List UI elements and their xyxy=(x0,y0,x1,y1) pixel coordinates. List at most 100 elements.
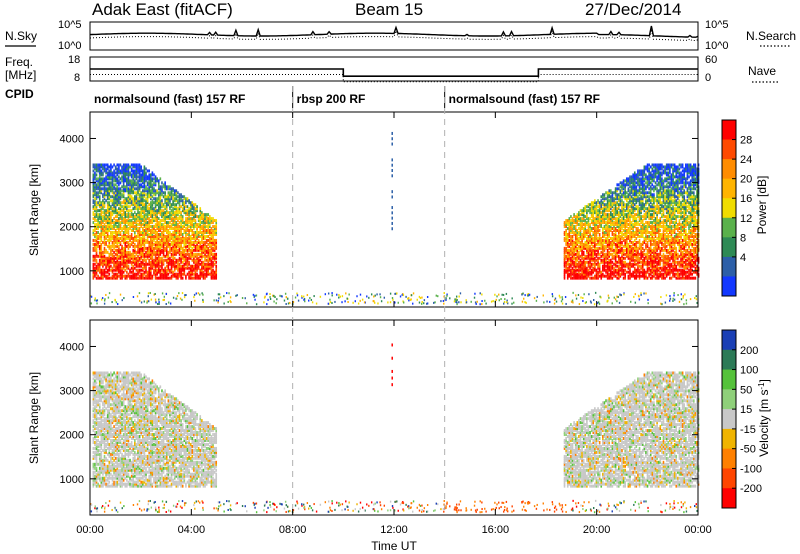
power-echo-cell xyxy=(134,256,136,260)
power-echo-cell xyxy=(178,234,181,238)
power-echo-cell xyxy=(138,175,141,179)
power-echo-cell xyxy=(167,193,170,197)
power-echo-cell xyxy=(126,219,128,223)
power-echo-cell xyxy=(94,244,96,248)
power-echo-cell xyxy=(619,213,622,217)
power-echo-cell xyxy=(138,227,141,231)
power-echo-cell xyxy=(185,238,187,242)
power-echo-cell xyxy=(570,252,572,256)
power-echo-cell xyxy=(161,201,163,205)
power-echo-cell xyxy=(129,219,131,223)
power-echo-cell xyxy=(566,227,569,231)
power-echo-cell xyxy=(621,242,623,246)
power-echo-cell xyxy=(622,244,625,248)
power-echo-cell xyxy=(129,209,131,213)
power-echo-cell xyxy=(611,205,614,209)
power-echo-cell xyxy=(97,215,99,219)
power-echo-cell xyxy=(103,242,106,246)
power-echo-cell xyxy=(127,264,130,268)
power-echo-cell xyxy=(94,227,96,231)
power-echo-cell xyxy=(602,252,604,256)
power-echo-cell xyxy=(157,246,160,250)
power-echo-cell xyxy=(102,262,104,266)
power-echo-cell xyxy=(106,203,109,207)
power-echo-cell xyxy=(602,217,604,221)
power-echo-cell xyxy=(653,193,655,197)
power-echo-cell xyxy=(130,175,133,179)
power-echo-cell xyxy=(215,229,218,232)
power-echo-cell xyxy=(629,264,631,268)
power-echo-cell xyxy=(118,256,120,260)
power-echo-cell xyxy=(581,213,583,217)
power-echo-cell xyxy=(103,240,106,244)
power-echo-cell xyxy=(151,232,154,236)
power-echo-cell xyxy=(649,256,652,260)
power-echo-cell xyxy=(114,238,117,242)
power-echo-cell xyxy=(183,272,186,276)
power-echo-cell xyxy=(127,165,130,169)
power-echo-cell xyxy=(129,221,131,225)
power-echo-cell xyxy=(624,248,626,252)
power-echo-cell xyxy=(210,244,213,248)
power-echo-cell xyxy=(116,167,119,171)
power-echo-cell xyxy=(113,185,115,189)
power-echo-cell xyxy=(199,211,202,215)
power-echo-cell xyxy=(134,260,136,264)
power-echo-cell xyxy=(608,193,611,197)
power-echo-cell xyxy=(106,230,109,234)
power-echo-cell xyxy=(119,274,122,278)
power-echo-cell xyxy=(653,230,655,234)
power-echo-cell xyxy=(110,232,112,236)
power-echo-cell xyxy=(162,217,165,221)
power-echo-cell xyxy=(196,272,198,276)
power-echo-cell xyxy=(630,232,633,236)
power-echo-cell xyxy=(142,199,144,203)
power-echo-cell xyxy=(590,205,593,209)
power-echo-cell xyxy=(624,183,626,187)
power-echo-cell xyxy=(637,230,639,234)
power-echo-cell xyxy=(164,215,166,219)
power-echo-cell xyxy=(114,171,117,175)
power-echo-cell xyxy=(180,193,182,197)
power-echo-cell xyxy=(602,221,604,225)
power-echo-cell xyxy=(633,181,636,185)
power-echo-cell xyxy=(142,232,144,236)
power-echo-cell xyxy=(653,242,655,246)
power-echo-cell xyxy=(586,254,588,258)
power-echo-cell xyxy=(215,246,218,250)
power-echo-cell xyxy=(602,232,604,236)
power-echo-cell xyxy=(587,217,590,221)
power-echo-cell xyxy=(598,223,601,227)
power-echo-cell xyxy=(132,258,135,262)
power-echo-cell xyxy=(611,219,614,223)
power-echo-cell xyxy=(143,270,146,274)
power-echo-cell xyxy=(185,274,187,278)
power-echo-cell xyxy=(597,199,599,203)
power-echo-cell xyxy=(637,248,639,252)
power-echo-cell xyxy=(132,173,135,177)
power-echo-cell xyxy=(581,268,583,272)
power-echo-cell xyxy=(197,276,200,280)
power-echo-cell xyxy=(209,264,211,268)
power-echo-cell xyxy=(100,274,103,278)
power-echo-cell xyxy=(122,232,125,236)
power-echo-cell xyxy=(637,268,639,272)
power-echo-cell xyxy=(616,248,619,252)
power-echo-cell xyxy=(173,219,176,223)
power-echo-cell xyxy=(175,215,178,219)
freq-top-tick: 18 xyxy=(68,54,80,66)
power-echo-cell xyxy=(570,270,572,274)
power-echo-cell xyxy=(197,217,200,221)
power-echo-cell xyxy=(177,238,179,242)
power-echo-cell xyxy=(621,189,623,193)
power-echo-cell xyxy=(563,221,566,225)
power-echo-cell xyxy=(134,244,136,248)
power-echo-cell xyxy=(568,258,571,262)
power-echo-cell xyxy=(651,254,654,258)
power-echo-cell xyxy=(582,262,585,266)
power-echo-cell xyxy=(205,274,208,278)
power-echo-cell xyxy=(581,252,583,256)
power-echo-cell xyxy=(648,205,650,209)
power-echo-cell xyxy=(606,254,609,258)
power-echo-cell xyxy=(603,274,606,278)
